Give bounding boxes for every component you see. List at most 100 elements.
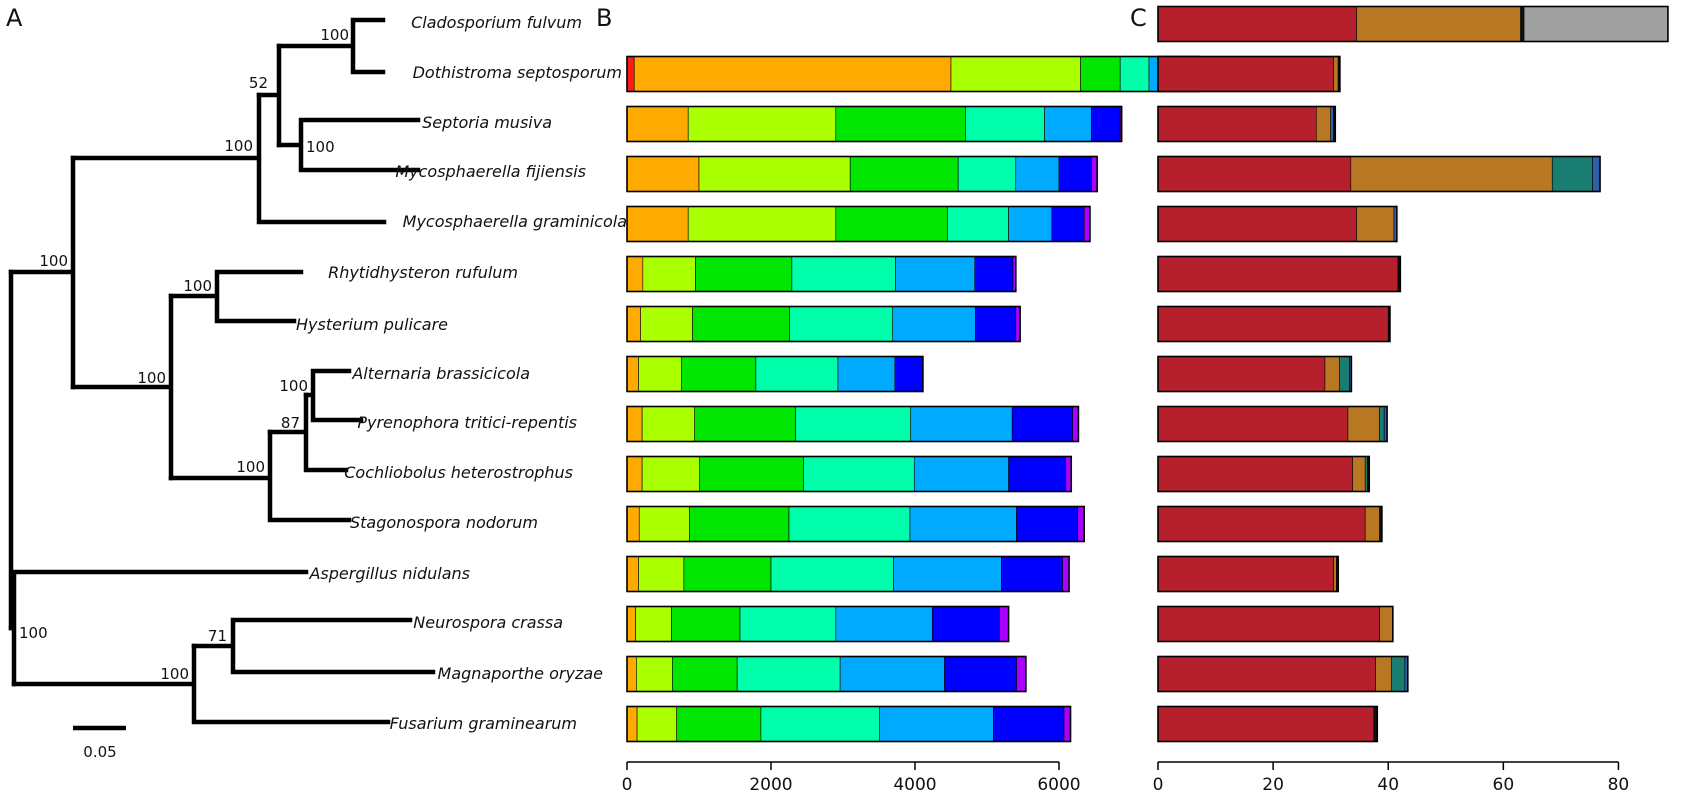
- bar-segment: [1157, 656, 1376, 692]
- tree-branch: [70, 92, 387, 225]
- bar-segment: [1157, 556, 1334, 592]
- bar-outline: [1157, 555, 1339, 593]
- bar-segment: [879, 706, 994, 742]
- bootstrap-label: 52: [249, 74, 268, 92]
- bar-segment: [835, 106, 966, 142]
- tree-branch: [11, 643, 391, 725]
- bar-segment: [835, 206, 948, 242]
- species-label: Cladosporium fulvum: [411, 13, 582, 32]
- tree-branch: [276, 117, 421, 173]
- bar-segment: [788, 506, 911, 542]
- bar-segment: [695, 256, 793, 292]
- bootstrap-label: 100: [279, 377, 308, 395]
- bar-outline: [1157, 105, 1337, 143]
- bar-segment: [975, 306, 1017, 342]
- bootstrap-label: 100: [160, 665, 189, 683]
- bar-segment: [1016, 506, 1079, 542]
- species-label: Septoria musiva: [422, 113, 552, 132]
- bar-outline: [626, 655, 1027, 693]
- bar-segment: [1062, 556, 1070, 592]
- bar-segment: [626, 506, 640, 542]
- bar-segment: [676, 706, 762, 742]
- species-labels: Cladosporium fulvum Dothistroma septospo…: [296, 13, 627, 733]
- bar-segment: [626, 356, 639, 392]
- bar-segment: [950, 56, 1081, 92]
- bar-segment: [1083, 206, 1091, 242]
- bar-segment: [1080, 56, 1121, 92]
- bar-segment: [1356, 6, 1521, 42]
- bar-outline: [1157, 205, 1398, 243]
- species-label: Aspergillus nidulans: [308, 564, 470, 583]
- bar-outline: [626, 305, 1021, 343]
- bar-segment: [640, 306, 693, 342]
- tree-branch: [168, 269, 304, 324]
- bar-segment: [736, 656, 841, 692]
- bar-segment: [947, 206, 1009, 242]
- bar-outline: [626, 205, 1091, 243]
- bar-segment: [895, 256, 976, 292]
- species-label: Rhytidhysteron rufulum: [328, 263, 518, 282]
- bar-outline: [1157, 505, 1383, 543]
- species-label: Mycosphaerella fijiensis: [395, 162, 586, 181]
- bar-segment: [626, 156, 700, 192]
- species-label: Neurospora crassa: [413, 613, 563, 632]
- bar-outline: [626, 355, 924, 393]
- bootstrap-label: 71: [208, 627, 227, 645]
- bar-segment: [626, 306, 641, 342]
- bar-segment: [626, 406, 643, 442]
- bar-segment: [944, 656, 1017, 692]
- bar-outline: [1157, 305, 1391, 343]
- bar-segment: [1330, 106, 1334, 142]
- tree-branch: [168, 429, 352, 523]
- panel-label-a: A: [6, 4, 23, 32]
- phylogenetic-tree: 0.05: [8, 17, 436, 761]
- x-tick-label: 40: [1377, 775, 1399, 795]
- bar-segment: [636, 656, 673, 692]
- bootstrap-label: 100: [183, 277, 212, 295]
- bar-segment: [638, 556, 685, 592]
- bootstrap-values: 100 52 100 100 100 100 100 100 87 100 10…: [19, 26, 349, 683]
- bar-segment: [1011, 406, 1073, 442]
- chart-c: 0 20 40 60 80: [1153, 5, 1669, 795]
- bar-segment: [1058, 156, 1092, 192]
- bar-segment: [626, 456, 643, 492]
- tree-branch: [276, 17, 386, 75]
- x-tick-label: 0: [1153, 775, 1164, 795]
- x-tick-label: 60: [1493, 775, 1515, 795]
- bar-segment: [638, 506, 690, 542]
- bar-outline: [626, 705, 1072, 743]
- bar-segment: [1315, 106, 1331, 142]
- bar-segment: [1379, 606, 1394, 642]
- bar-segment: [1352, 456, 1366, 492]
- bar-segment: [687, 106, 837, 142]
- bar-segment: [910, 406, 1013, 442]
- bar-segment: [1015, 156, 1060, 192]
- bar-segment: [642, 256, 696, 292]
- x-tick-label: 80: [1608, 775, 1630, 795]
- chart-b: 0 2000 4000 6000: [622, 55, 1201, 795]
- bar-segment: [1077, 506, 1085, 542]
- bar-outline: [626, 605, 1010, 643]
- x-tick-label: 20: [1262, 775, 1284, 795]
- bar-segment: [671, 606, 741, 642]
- species-label: Mycosphaerella graminicola: [403, 212, 627, 231]
- bar-segment: [692, 306, 791, 342]
- bar-segment: [849, 156, 959, 192]
- bar-outline: [626, 405, 1080, 443]
- bar-outline: [1157, 455, 1371, 493]
- bar-segment: [893, 556, 1002, 592]
- bar-segment: [1379, 406, 1385, 442]
- bar-outline: [626, 255, 1017, 293]
- bar-segment: [626, 656, 637, 692]
- bootstrap-label: 100: [320, 26, 349, 44]
- bar-segment: [1520, 6, 1525, 42]
- bar-segment: [626, 706, 638, 742]
- bar-segment: [1333, 556, 1337, 592]
- bootstrap-label: 100: [224, 137, 253, 155]
- bar-outline: [1157, 605, 1394, 643]
- x-tick-label: 4000: [893, 775, 936, 795]
- bar-segment: [1592, 156, 1601, 192]
- bar-segment: [687, 206, 837, 242]
- bar-segment: [965, 106, 1045, 142]
